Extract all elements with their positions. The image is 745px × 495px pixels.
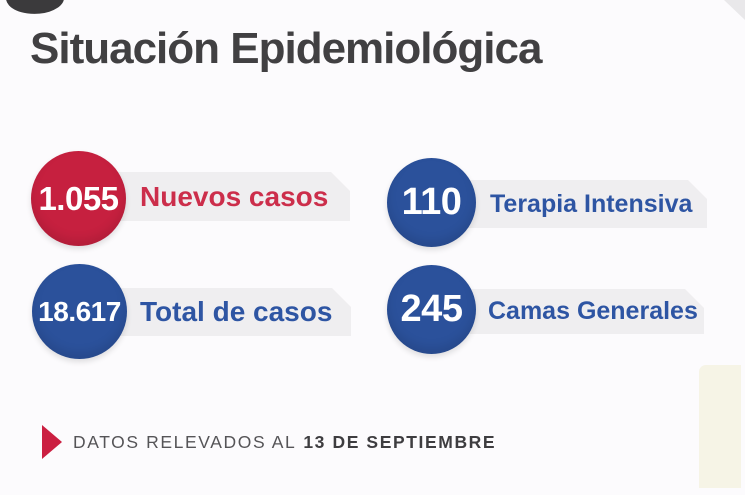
stat-circle: 110 bbox=[387, 158, 476, 247]
page-title: Situación Epidemiológica bbox=[30, 24, 542, 73]
stat-value: 18.617 bbox=[38, 295, 121, 327]
bullet-triangle-icon bbox=[42, 425, 62, 459]
stat-circle: 18.617 bbox=[32, 264, 127, 359]
top-right-corner-fold bbox=[724, 0, 745, 20]
stat-label: Terapia Intensiva bbox=[490, 189, 693, 218]
stat-label: Camas Generales bbox=[488, 297, 698, 325]
stat-value: 1.055 bbox=[38, 179, 119, 217]
footer-date: 13 DE SEPTIEMBRE bbox=[303, 431, 497, 452]
stat-value: 110 bbox=[401, 181, 462, 223]
top-left-decoration bbox=[4, 0, 66, 17]
bottom-right-accent bbox=[699, 365, 741, 488]
footer-note: DATOS RELEVADOS AL 13 DE SEPTIEMBRE bbox=[42, 424, 496, 460]
stat-label: Total de casos bbox=[140, 296, 333, 327]
stat-value: 245 bbox=[400, 288, 463, 330]
stat-circle: 245 bbox=[387, 265, 476, 354]
stat-label: Nuevos casos bbox=[140, 180, 329, 212]
footer-text: DATOS RELEVADOS AL bbox=[73, 431, 297, 452]
stat-circle: 1.055 bbox=[31, 151, 126, 246]
